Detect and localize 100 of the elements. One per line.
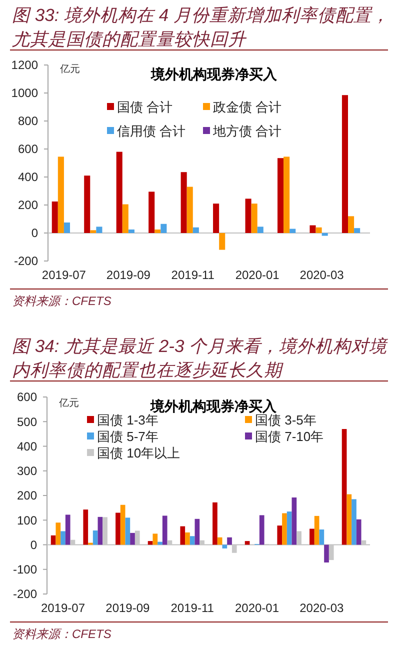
bar [125,518,130,545]
bar [158,542,162,545]
y-tick-label: 1000 [11,86,38,100]
legend-label: 信用债 合计 [117,124,186,138]
bar [50,535,56,545]
bar [185,532,190,545]
bar [316,227,322,233]
bar [58,156,64,233]
bar [84,176,90,233]
bar [130,532,135,545]
bar [286,512,292,545]
bar [346,494,352,545]
legend-label: 政金债 合计 [213,100,282,114]
bar [186,186,193,233]
bar [217,537,222,545]
bar [356,519,362,545]
y-tick-label: 400 [16,439,38,454]
bar [98,516,103,545]
y-axis-title: 亿元 [58,398,79,409]
bar [257,226,264,233]
bar [244,541,250,545]
bar [222,544,228,548]
x-tick-label: 2019-07 [42,268,86,282]
chart-subtitle: 境外机构现券净买入 [150,66,278,82]
x-tick-label: 2020-03 [300,601,344,615]
legend-label: 国债 5-7年 [97,429,158,444]
bar [324,544,329,562]
bar [152,534,158,545]
y-tick-label: 0 [31,226,38,240]
bar [60,531,66,545]
bar [160,224,167,233]
y-tick-label: 0 [30,538,38,552]
x-tick-label: 2019-11 [170,601,214,615]
bar [120,504,126,545]
legend-label: 国债 10年以上 [97,446,180,460]
bar [284,156,290,233]
x-tick-label: 2019-09 [106,268,151,282]
bar [116,152,122,233]
bar [180,526,186,545]
bar [352,499,356,545]
y-tick-label: 200 [16,488,38,503]
y-tick-label: 600 [16,390,38,404]
bar [342,95,348,233]
bar [251,204,258,233]
bar [319,529,324,545]
bar [354,228,360,233]
bar [90,230,96,233]
chart-title: 图 34: 尤其是最近 2-3 个月来看，境外机构对境内利率债的配置也在逐步延长久期 [12,335,389,382]
y-tick-label: 300 [16,464,38,478]
bar [122,204,128,233]
bar [65,514,70,545]
bar [213,204,220,233]
legend-label: 国债 7-10年 [255,429,324,444]
bar [342,429,347,545]
text: 资料来源：CFETS [12,627,112,641]
bar [245,198,252,233]
x-tick-label: 2019-11 [171,268,215,282]
bar [52,202,58,233]
bar [227,537,232,545]
bar [292,497,297,545]
bar [290,228,296,233]
bar [259,515,264,545]
bar [162,516,168,545]
legend-label: 地方债 合计 [212,124,282,138]
y-tick-label: 1200 [11,58,38,72]
text: 资料来源：CFETS [12,294,112,308]
x-tick-label: 2020-03 [300,268,344,282]
chart-subtitle: 境外机构现券净买入 [150,398,278,414]
y-tick-label: 800 [18,114,38,128]
bar [310,225,316,233]
legend-label: 国债 合计 [117,100,173,114]
bar [148,541,153,545]
bar [277,158,284,233]
y-tick-label: 200 [18,198,38,212]
bar [64,222,70,233]
bar [192,227,199,233]
y-tick-label: 400 [18,170,38,184]
bar [180,172,187,233]
bar [96,226,102,233]
x-tick-label: 2019-09 [106,601,150,615]
bar [92,530,98,545]
x-tick-label: 2019-07 [40,601,86,615]
bar [314,516,320,545]
x-tick-label: 2020-01 [234,601,280,615]
bar [128,230,134,233]
bar [212,502,218,545]
bar [148,192,155,233]
bar [83,510,88,545]
bar [190,536,195,545]
bar [116,512,120,545]
y-tick-label: 500 [16,414,38,429]
y-tick-label: 600 [18,142,38,156]
bar [219,233,226,250]
y-tick-label: -100 [12,562,38,577]
bar [310,528,314,545]
legend-label: 国债 1-3年 [97,412,158,428]
bar [154,230,161,233]
bar [322,233,328,236]
legend-label: 国债 3-5年 [255,412,316,428]
bar [56,522,61,545]
